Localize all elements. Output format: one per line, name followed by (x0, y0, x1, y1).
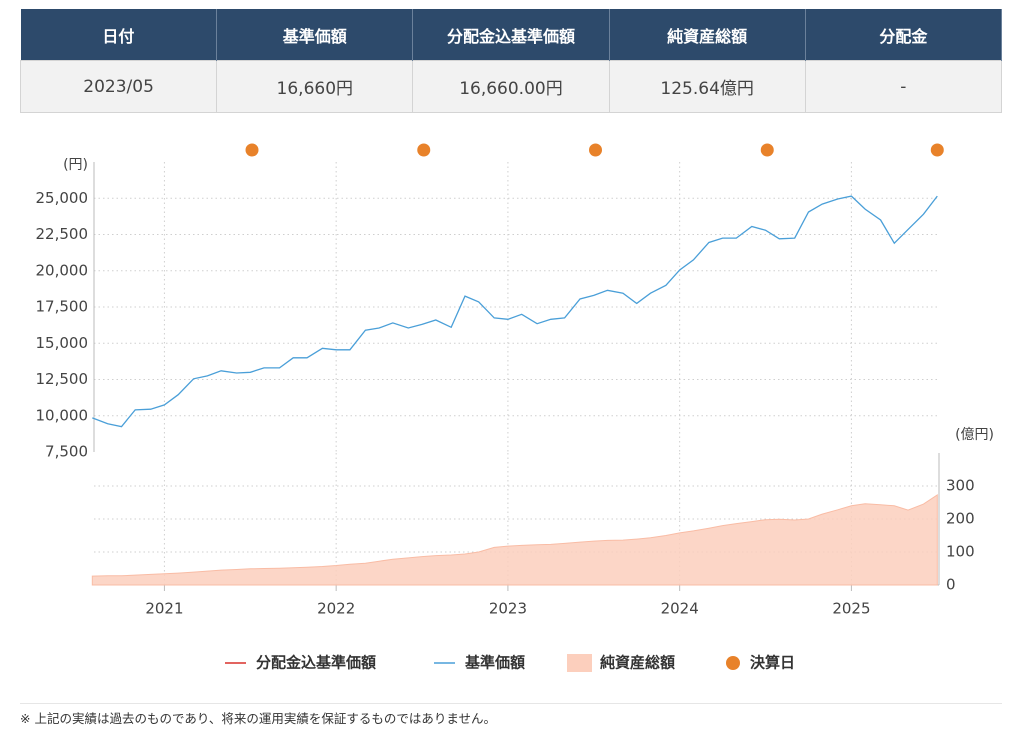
header-row: 日付 基準価額 分配金込基準価額 純資産総額 分配金 (20, 9, 1003, 61)
legend-label: 基準価額 (464, 654, 525, 672)
y2-tick-label: 300 (946, 477, 975, 495)
chart: 7,500 10,000 12,500 15,000 17,500 20,000 22,50… (36, 143, 994, 672)
header-cell: 分配金込基準価額 (412, 9, 610, 61)
y-tick-label: 12,500 (36, 370, 89, 388)
y2-tick-label: 200 (946, 510, 975, 528)
x-tick-label: 2022 (317, 600, 355, 618)
x-tick-label: 2024 (661, 600, 699, 618)
y-tick-label: 17,500 (36, 298, 89, 316)
y-tick-label: 25,000 (36, 189, 89, 207)
legend-swatch (567, 654, 592, 672)
settlement-dot (760, 143, 774, 157)
legend-label: 決算日 (750, 654, 795, 672)
legend-swatch (726, 656, 740, 670)
x-tick-label: 2025 (832, 600, 870, 618)
y2-tick-label: 100 (946, 543, 975, 561)
y-tick-label: 15,000 (36, 334, 89, 352)
cell: 2023/05 (19, 60, 218, 113)
disclaimer: ※ 上記の実績は過去のものであり、将来の運用実績を保証するものではありません。 (20, 711, 496, 726)
y2-unit: (億円) (955, 427, 994, 443)
cell: - (804, 60, 1003, 113)
cell: 125.64億円 (608, 60, 806, 113)
settlement-dot (245, 143, 259, 157)
header-cell: 基準価額 (216, 9, 414, 61)
x-tick-label: 2023 (489, 600, 527, 618)
separator (20, 703, 1002, 704)
legend-label: 純資産総額 (600, 654, 675, 672)
settlement-dot (930, 143, 944, 157)
y2-tick-label: 0 (946, 576, 956, 594)
cell: 16,660.00円 (412, 60, 610, 113)
settlement-dot (589, 143, 603, 157)
y-tick-label: 7,500 (45, 443, 88, 461)
cell: 16,660円 (216, 60, 414, 113)
y-tick-label: 10,000 (36, 406, 89, 424)
data-row: 2023/05 16,660円 16,660.00円 125.64億円 - (19, 60, 1003, 113)
summary-table: 日付 基準価額 分配金込基準価額 純資産総額 分配金 2023/05 16,66… (19, 9, 1003, 113)
header-cell: 純資産総額 (609, 9, 806, 61)
y-tick-label: 22,500 (36, 225, 89, 243)
area (91, 493, 938, 586)
y-unit: (円) (63, 157, 88, 173)
header-cell: 分配金 (805, 9, 1003, 61)
header-cell: 日付 (20, 9, 218, 61)
legend-label: 分配金込基準価額 (256, 654, 376, 672)
y-tick-label: 20,000 (36, 261, 89, 279)
x-tick-label: 2021 (145, 600, 183, 618)
line (92, 195, 938, 428)
settlement-dot (417, 143, 431, 157)
